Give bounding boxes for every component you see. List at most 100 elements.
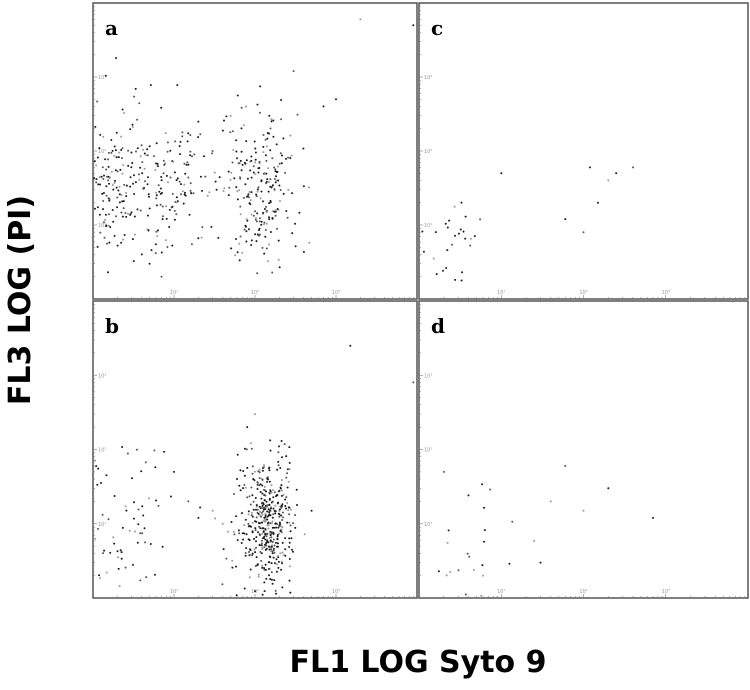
data-point xyxy=(269,149,272,152)
data-point xyxy=(120,194,123,197)
data-point xyxy=(277,566,280,569)
data-point xyxy=(284,554,287,557)
data-point xyxy=(227,170,230,173)
data-point xyxy=(265,172,268,175)
data-point xyxy=(250,159,253,162)
data-point xyxy=(234,254,237,257)
data-point xyxy=(279,552,282,555)
data-point xyxy=(126,452,129,455)
data-point xyxy=(113,155,116,157)
data-point xyxy=(274,209,277,212)
data-point xyxy=(448,219,451,222)
data-point xyxy=(457,232,460,235)
data-point xyxy=(279,189,282,191)
data-point xyxy=(115,215,117,218)
data-point xyxy=(268,497,271,500)
data-point xyxy=(269,530,272,533)
data-point xyxy=(275,558,278,561)
data-point xyxy=(243,587,246,590)
data-point xyxy=(110,151,113,154)
data-point xyxy=(265,535,268,538)
data-point xyxy=(302,147,305,150)
data-point xyxy=(445,574,448,577)
data-point xyxy=(247,522,250,525)
data-point xyxy=(245,533,248,536)
data-point xyxy=(236,190,239,193)
data-point xyxy=(235,515,238,518)
data-point xyxy=(274,168,277,171)
data-point xyxy=(156,165,159,168)
data-point xyxy=(261,513,264,516)
data-point xyxy=(118,185,121,188)
data-point xyxy=(432,257,435,260)
data-point xyxy=(276,533,279,536)
data-point xyxy=(264,528,267,531)
data-point xyxy=(118,151,121,154)
data-point xyxy=(290,154,293,157)
data-point xyxy=(136,147,139,150)
data-point xyxy=(181,135,184,138)
data-point xyxy=(257,167,260,170)
data-point xyxy=(285,210,288,212)
data-point xyxy=(259,506,262,509)
data-point xyxy=(242,470,245,472)
data-point xyxy=(171,244,174,247)
data-point xyxy=(454,234,456,237)
data-point xyxy=(263,499,266,502)
data-point xyxy=(251,552,254,555)
data-point xyxy=(245,140,248,143)
data-point xyxy=(274,512,277,515)
points-a xyxy=(93,18,415,278)
data-point xyxy=(256,188,259,191)
data-point xyxy=(117,156,120,159)
data-point xyxy=(136,208,139,211)
data-point xyxy=(268,243,271,246)
data-point xyxy=(254,233,257,236)
data-point xyxy=(271,185,274,188)
data-point xyxy=(260,179,263,182)
data-point xyxy=(276,555,279,557)
data-point xyxy=(264,532,267,535)
data-point xyxy=(108,198,111,201)
data-point xyxy=(191,155,193,158)
data-point xyxy=(279,486,282,489)
data-point xyxy=(266,515,269,518)
data-point xyxy=(265,209,268,212)
data-point xyxy=(267,190,270,193)
data-point xyxy=(105,571,108,574)
data-point xyxy=(121,157,123,160)
data-point xyxy=(533,539,536,542)
data-point xyxy=(246,219,249,222)
data-point xyxy=(262,134,265,136)
data-point xyxy=(276,468,279,471)
data-point xyxy=(100,482,102,484)
data-point xyxy=(114,169,117,172)
data-point xyxy=(265,541,268,544)
data-point xyxy=(105,185,108,188)
x-tick-label: 10³ xyxy=(332,290,340,296)
data-point xyxy=(483,506,486,509)
data-point xyxy=(279,200,281,203)
data-point xyxy=(148,497,150,500)
data-point xyxy=(256,212,259,215)
data-point xyxy=(281,526,284,529)
data-point xyxy=(273,166,276,169)
data-point xyxy=(189,154,192,157)
data-point xyxy=(289,530,292,533)
data-point xyxy=(149,84,152,87)
data-point xyxy=(271,552,274,555)
data-point xyxy=(270,507,272,510)
data-point xyxy=(271,516,274,519)
data-point xyxy=(123,183,126,186)
data-point xyxy=(469,237,472,240)
data-point xyxy=(607,179,610,182)
data-point xyxy=(249,503,252,506)
data-point xyxy=(179,153,182,156)
data-point xyxy=(141,532,144,535)
panel-frame-b xyxy=(92,300,418,599)
data-point xyxy=(94,207,96,210)
data-point xyxy=(118,585,121,588)
data-point xyxy=(173,171,176,174)
data-point xyxy=(276,494,279,497)
data-point xyxy=(140,253,143,256)
